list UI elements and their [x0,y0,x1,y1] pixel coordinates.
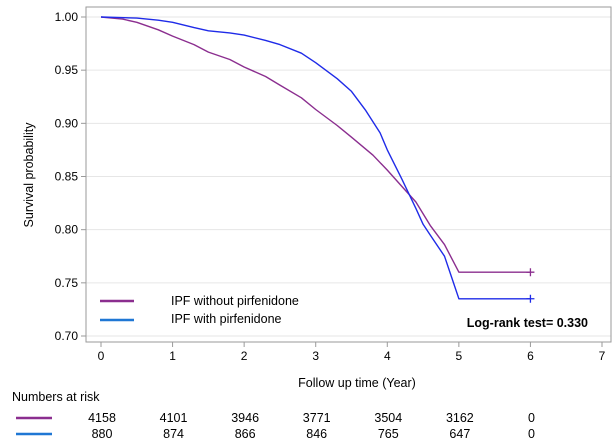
x-axis-title: Follow up time (Year) [298,376,416,390]
x-tick-label: 4 [384,349,391,363]
x-tick-label: 2 [241,349,248,363]
numbers-at-risk-table: Numbers at risk 4158 4101 3946 3771 3504 3162… [12,390,535,440]
risk-cell: 846 [306,427,327,440]
risk-cell: 874 [163,427,184,440]
log-rank-annotation: Log-rank test= 0.330 [467,316,588,330]
censor-mark [526,268,535,277]
series-line-without-pirfenidone [100,16,531,273]
risk-table-title: Numbers at risk [12,390,100,404]
risk-cell: 3771 [303,411,331,425]
risk-cell: 866 [235,427,256,440]
risk-cell: 647 [449,427,470,440]
y-tick-label: 0.85 [55,170,79,184]
y-tick-label: 0.80 [55,223,79,237]
tick-labels: 0.70 0.75 0.80 0.85 0.90 0.95 1.00 0 1 2 3 4 5 6 7 [55,10,606,363]
risk-cell: 4101 [160,411,188,425]
series-line-with-pirfenidone [100,16,531,300]
y-tick-label: 0.90 [55,116,79,130]
series-lines [100,16,535,303]
axes [81,6,612,347]
x-tick-label: 7 [599,349,606,363]
x-tick-label: 6 [527,349,534,363]
x-tick-label: 1 [169,349,176,363]
risk-cell: 765 [378,427,399,440]
x-tick-label: 5 [456,349,463,363]
plot-frame [85,6,612,343]
risk-cell: 3946 [231,411,259,425]
legend-label-with: IPF with pirfenidone [171,312,282,326]
y-tick-label: 0.95 [55,63,79,77]
x-tick-label: 3 [312,349,319,363]
risk-cell: 4158 [88,411,116,425]
risk-cell: 3504 [374,411,402,425]
risk-cell: 0 [528,411,535,425]
risk-cell: 880 [92,427,113,440]
y-tick-label: 0.75 [55,276,79,290]
x-tick-label: 0 [98,349,105,363]
risk-numbers: 4158 4101 3946 3771 3504 3162 0 880 874 866 846 765… [88,411,535,440]
y-axis-title: Survival probability [22,122,36,228]
legend-label-without: IPF without pirfenidone [171,294,299,308]
y-tick-label: 0.70 [55,329,79,343]
grid-lines [86,16,611,337]
censor-mark [526,294,535,303]
legend: IPF without pirfenidone IPF with pirfeni… [100,294,299,326]
risk-cell: 3162 [446,411,474,425]
risk-cell: 0 [528,427,535,440]
y-tick-label: 1.00 [55,10,79,24]
